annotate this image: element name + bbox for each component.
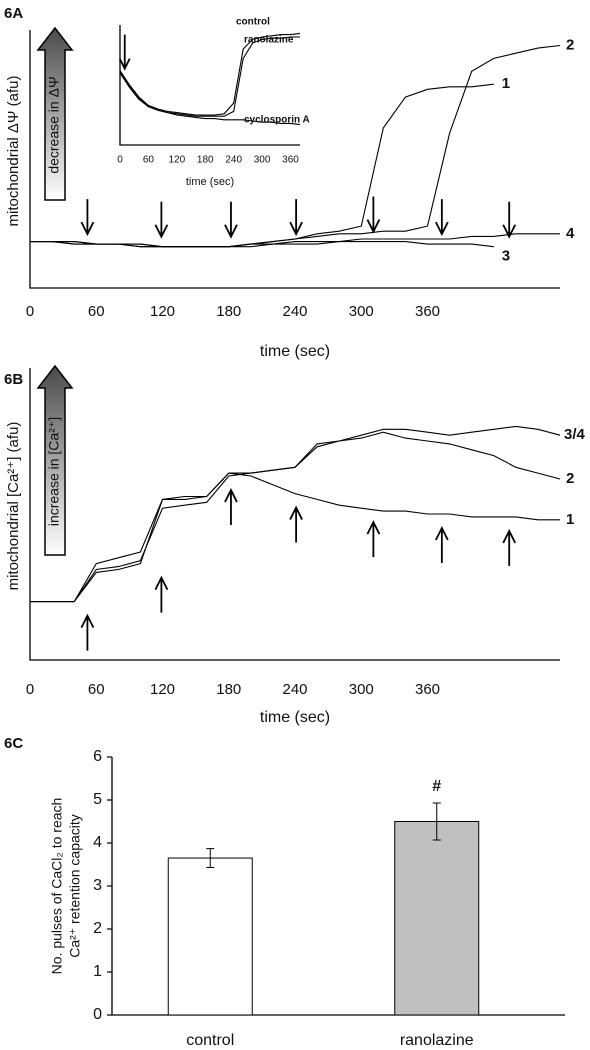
- x-tick-label: 0: [26, 303, 34, 320]
- x-tick-label: 120: [150, 681, 175, 698]
- pulse-arrow: [502, 528, 517, 566]
- pulse-arrow: [289, 199, 303, 237]
- x-tick-label: 180: [216, 303, 241, 320]
- pulse-arrow: [502, 201, 517, 239]
- pulse-arrow: [118, 34, 131, 71]
- pulse-arrow: [224, 488, 238, 526]
- x-tick-label: control: [186, 1032, 234, 1049]
- pulse-arrow: [366, 196, 381, 234]
- y-tick-label: 5: [93, 791, 102, 808]
- trace-label: 2: [566, 36, 574, 53]
- bar: [167, 857, 253, 1016]
- y-tick-label: 4: [93, 834, 102, 851]
- error-bar: [206, 848, 215, 869]
- indicator-arrow: [36, 364, 74, 556]
- pulse-arrow: [80, 199, 95, 237]
- y-axis-label: mitochondrial ΔΨ (afu): [5, 76, 22, 227]
- x-axis-label: time (sec): [186, 176, 234, 188]
- x-tick-label: 240: [225, 155, 242, 166]
- trace: [119, 32, 301, 116]
- indicator-label: decrease in ΔΨ: [46, 76, 62, 173]
- y-tick-label: 6: [93, 748, 102, 765]
- panel-title: 6C: [4, 735, 23, 752]
- significance-mark: #: [432, 778, 441, 795]
- y-tick-label: 0: [93, 1006, 102, 1023]
- x-tick-label: 60: [88, 681, 105, 698]
- y-tick-label: 1: [93, 963, 102, 980]
- x-tick-label: ranolazine: [400, 1032, 474, 1049]
- x-tick-label: 0: [117, 155, 123, 166]
- pulse-arrow: [366, 520, 381, 558]
- x-tick-label: 300: [254, 155, 271, 166]
- x-tick-label: 180: [197, 155, 214, 166]
- x-tick-label: 60: [143, 155, 155, 166]
- trace-label: 3: [502, 248, 510, 265]
- axis-line: [119, 25, 300, 146]
- trace-label: ranolazine: [244, 35, 294, 46]
- y-tick-label: 3: [93, 877, 102, 894]
- trace: [30, 425, 561, 603]
- pulse-arrow: [154, 575, 169, 613]
- trace-label: 2: [566, 470, 574, 487]
- x-tick-label: 120: [150, 303, 175, 320]
- indicator-label: increase in [Ca²⁺]: [46, 417, 62, 526]
- x-tick-label: 60: [88, 303, 105, 320]
- panel-title: 6A: [4, 5, 23, 22]
- x-tick-label: 300: [349, 303, 374, 320]
- trace-label: cyclosporin A: [244, 115, 310, 126]
- pulse-arrow: [289, 505, 303, 543]
- x-tick-label: 360: [415, 681, 440, 698]
- x-tick-label: 360: [282, 155, 299, 166]
- x-tick-label: 300: [349, 681, 374, 698]
- y-tick-label: 2: [93, 920, 102, 937]
- trace-label: control: [236, 17, 270, 28]
- pulse-arrow: [224, 201, 238, 239]
- axis-line: [29, 30, 560, 289]
- x-axis-label: time (sec): [260, 709, 330, 726]
- y-axis-label: No. pulses of CaCl₂ to reach: [49, 798, 65, 975]
- axis-line: [29, 368, 560, 661]
- bar: [394, 821, 480, 1016]
- trace-label: 1: [502, 75, 510, 92]
- x-tick-label: 0: [26, 681, 34, 698]
- x-tick-label: 120: [168, 155, 185, 166]
- pulse-arrow: [154, 201, 169, 239]
- trace: [119, 71, 301, 126]
- y-axis-label: Ca²⁺ retention capacity: [67, 814, 83, 958]
- x-axis-label: time (sec): [260, 343, 330, 360]
- error-bar: [432, 802, 441, 841]
- x-tick-label: 180: [216, 681, 241, 698]
- trace: [30, 472, 560, 603]
- pulse-arrow: [435, 525, 449, 563]
- trace: [30, 44, 561, 248]
- pulse-arrow: [435, 199, 449, 237]
- y-axis-label: mitochondrial [Ca²⁺] (afu): [5, 422, 22, 591]
- trace-label: 4: [566, 225, 575, 242]
- panel-title: 6B: [4, 371, 23, 388]
- x-tick-label: 240: [282, 681, 307, 698]
- pulse-arrow: [80, 613, 95, 651]
- trace-label: 1: [566, 511, 574, 528]
- indicator-arrow: [36, 26, 74, 201]
- trace-label: 3/4: [564, 426, 586, 443]
- x-tick-label: 360: [415, 303, 440, 320]
- trace: [30, 233, 560, 248]
- x-tick-label: 240: [282, 303, 307, 320]
